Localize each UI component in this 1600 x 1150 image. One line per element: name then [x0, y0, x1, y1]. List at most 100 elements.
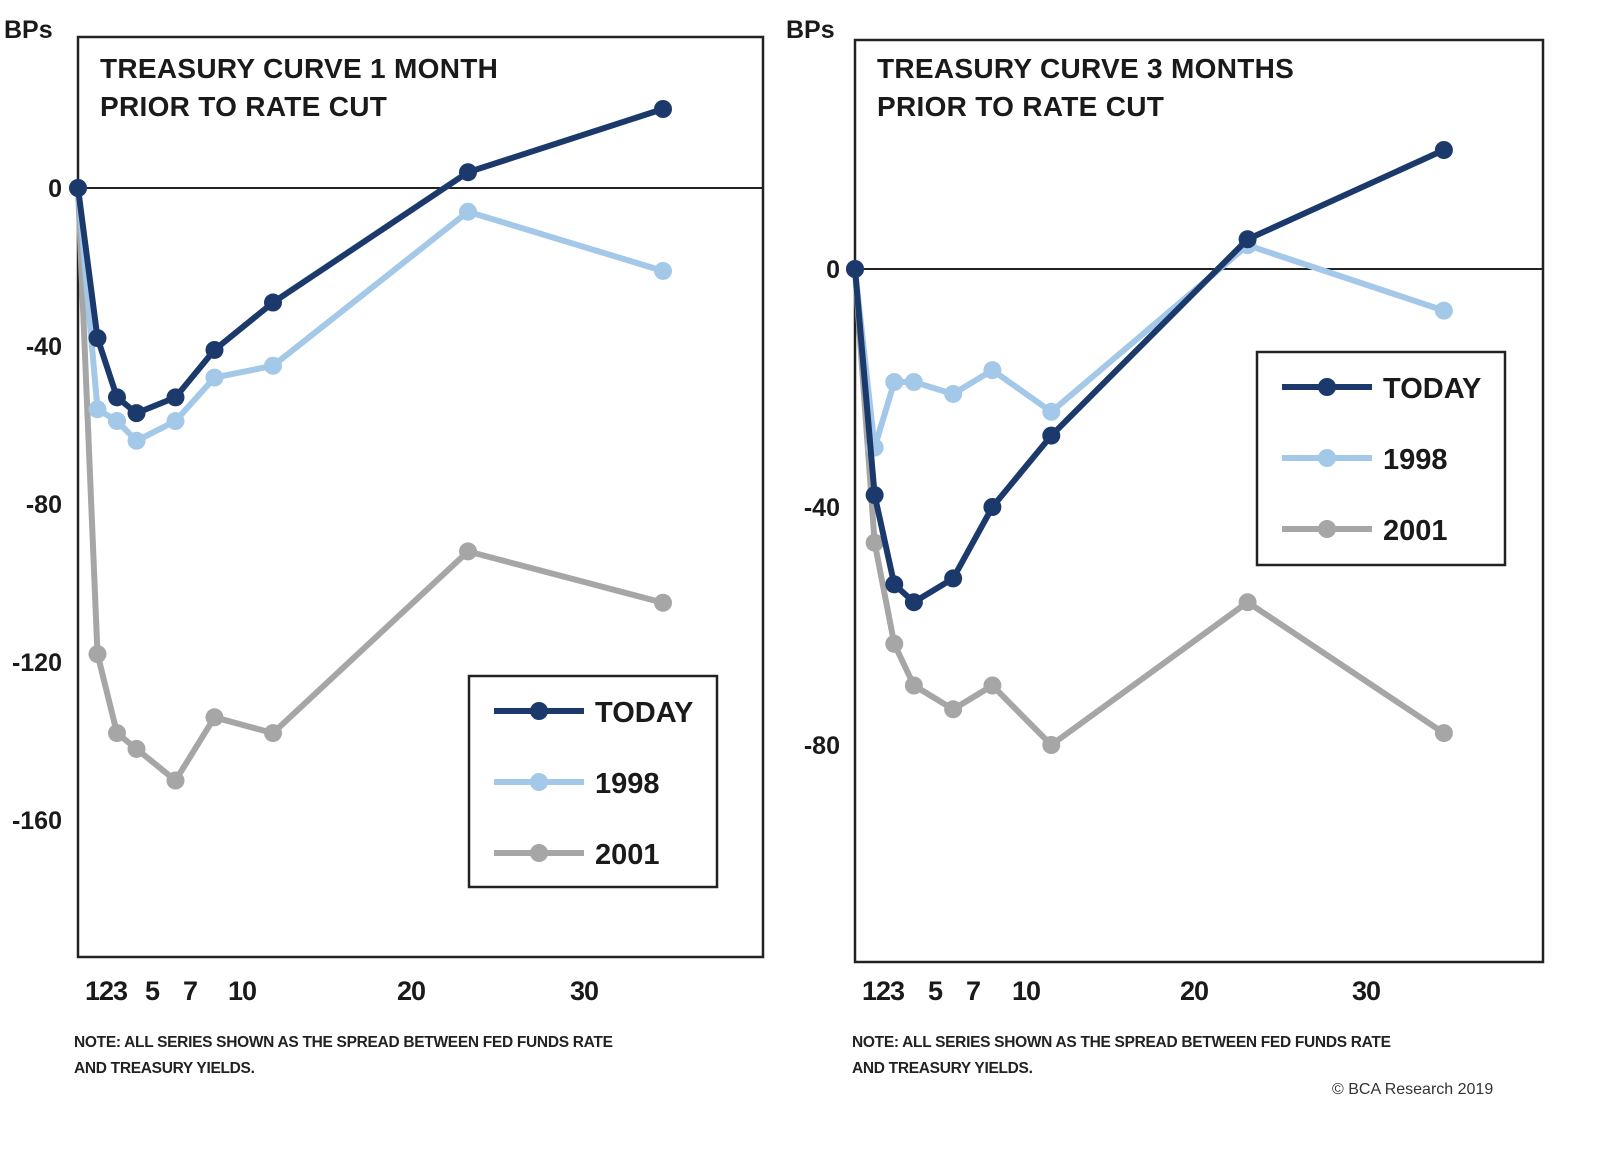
chart-2-series-1998-point: [944, 384, 963, 403]
chart-2-legend-swatch-marker: [1318, 449, 1336, 467]
chart-2-series-2001-point: [1434, 724, 1453, 743]
chart-2-series-2001-point: [1238, 593, 1257, 612]
chart-1-note-line-1: NOTE: ALL SERIES SHOWN AS THE SPREAD BET…: [74, 1034, 613, 1051]
chart-2-xtick-label: 20: [1180, 976, 1208, 1006]
chart-2-series-1998-point: [1434, 301, 1453, 320]
chart-2-legend-swatch-marker: [1318, 378, 1336, 396]
chart-1-ytick-label: 0: [48, 175, 62, 203]
chart-2-ytick-label: -80: [804, 732, 840, 760]
chart-2-series-2001-point: [1042, 736, 1061, 754]
chart-2-legend-item-2001: 2001: [1282, 515, 1448, 547]
chart-2-series-1998-point: [904, 373, 923, 392]
chart-2-series-1998-point: [983, 361, 1002, 380]
chart-2-title-line-1: TREASURY CURVE 3 MONTHS: [877, 53, 1294, 84]
chart-1-series-2001: [69, 179, 672, 790]
chart-1-legend-label: 1998: [595, 768, 660, 800]
chart-2-series-today-point: [983, 498, 1002, 516]
chart-2-ytick-label: 0: [826, 256, 840, 284]
chart-1-series-today-point: [88, 329, 107, 348]
chart-1-series-2001-point: [108, 724, 126, 743]
chart-1-ylabel: BPs: [4, 16, 53, 44]
chart-1-series-today-point: [127, 404, 146, 423]
chart-2-xtick-label: 30: [1352, 976, 1380, 1006]
chart-1-legend-label: 2001: [595, 839, 660, 871]
chart-2-series-today-point: [904, 593, 923, 612]
chart-2-legend-label: 2001: [1383, 515, 1448, 547]
chart-1-ytick-label: -120: [12, 649, 62, 677]
copyright: © BCA Research 2019: [1332, 1081, 1494, 1098]
chart-1-series-1998: [69, 179, 672, 450]
chart-2-legend-label: TODAY: [1383, 373, 1481, 405]
chart-2-legend-item-today: TODAY: [1282, 373, 1481, 405]
chart-2-plot-frame: [853, 38, 1545, 964]
chart-2-series-today-point: [1042, 426, 1061, 445]
chart-1-xtick-label: 30: [570, 976, 598, 1006]
chart-2-xtick-label: 5: [928, 976, 943, 1006]
chart-1-series-today-point: [264, 293, 282, 312]
chart-1-xtick-label: 20: [397, 976, 425, 1006]
chart-1-series-1998-point: [205, 368, 224, 387]
chart-1-xtick-label: 5: [145, 976, 160, 1006]
chart-1-series-today-point: [166, 388, 185, 407]
chart-2-series-1998-point: [1042, 402, 1061, 421]
chart-1-note-line-2: AND TREASURY YIELDS.: [74, 1060, 255, 1077]
chart-2-series-2001-point: [885, 634, 904, 653]
chart-2-series-1998-point: [885, 373, 904, 392]
chart-2-series-today-point: [865, 486, 884, 505]
chart-1-title-line-2: PRIOR TO RATE CUT: [100, 91, 387, 122]
chart-1-xtick-label: 123: [85, 976, 128, 1006]
chart-1-series-today-point: [654, 100, 672, 118]
chart-1-legend-label: TODAY: [595, 697, 693, 729]
chart-2-series-today-point: [944, 569, 963, 588]
chart-1-series-1998-point: [108, 412, 126, 431]
chart-1-legend-item-2001: 2001: [494, 839, 660, 871]
chart-2-series-today-point: [1238, 230, 1257, 249]
chart-1-legend-swatch-marker: [530, 702, 548, 720]
chart-2-xtick-label: 7: [966, 976, 980, 1006]
chart-1-legend-swatch-marker: [530, 773, 548, 791]
chart-2-series-2001-point: [865, 533, 884, 552]
chart-1-series-2001-point: [264, 724, 282, 743]
chart-1-legend: TODAY 1998 2001: [467, 674, 719, 889]
chart-1: BPs TREASURY CURVE 1 MONTH PRIOR TO RATE C…: [4, 16, 765, 1006]
chart-1-legend-item-today: TODAY: [494, 697, 693, 729]
chart-2-legend-swatch-marker: [1318, 520, 1336, 538]
chart-2-series-today: [846, 141, 1453, 612]
chart-2-series-2001-point: [944, 700, 963, 719]
chart-2-series-2001-point: [983, 676, 1002, 695]
chart-2-xtick-label: 123: [862, 976, 905, 1006]
chart-2-series-today-point: [885, 575, 904, 594]
chart-2-title-line-2: PRIOR TO RATE CUT: [877, 91, 1164, 122]
chart-2-series-today-point: [1434, 141, 1453, 159]
chart-2-xtick-label: 10: [1012, 976, 1040, 1006]
chart-2-legend-label: 1998: [1383, 444, 1448, 476]
chart-2-note: NOTE: ALL SERIES SHOWN AS THE SPREAD BET…: [852, 1030, 1391, 1082]
chart-1-series-2001-point: [654, 593, 672, 612]
chart-1-series-2001-point: [88, 645, 107, 664]
chart-1-ytick-label: -160: [12, 807, 62, 835]
chart-1-series-today-point: [205, 340, 224, 359]
chart-1-series-today: [69, 100, 672, 423]
chart-1-series-2001-point: [205, 708, 224, 727]
chart-1-series-1998-point: [127, 431, 146, 450]
chart-1-legend-swatch-marker: [530, 844, 548, 862]
chart-1-series-1998-point: [459, 202, 477, 221]
chart-1-title-line-1: TREASURY CURVE 1 MONTH: [100, 53, 498, 84]
chart-2-series-today-point: [846, 260, 864, 278]
chart-1-series-1998-point: [654, 261, 672, 280]
chart-1-ytick-label: -40: [26, 333, 62, 361]
chart-1-series-2001-point: [127, 739, 146, 758]
chart-1-series-today-point: [108, 388, 126, 407]
chart-2-legend-item-1998: 1998: [1282, 444, 1448, 476]
chart-2-legend: TODAY 1998 2001: [1255, 350, 1507, 567]
chart-2: BPs TREASURY CURVE 3 MONTHS PRIOR TO RATE …: [786, 16, 1545, 1006]
chart-1-series-today-line: [75, 106, 664, 417]
chart-2-ytick-label: -40: [804, 494, 840, 522]
chart-1-series-2001-point: [166, 771, 185, 790]
chart-1-note: NOTE: ALL SERIES SHOWN AS THE SPREAD BET…: [74, 1030, 613, 1082]
chart-2-series-2001-point: [904, 676, 923, 695]
chart-1-legend-item-1998: 1998: [494, 768, 660, 800]
chart-1-ytick-label: -80: [26, 491, 62, 519]
chart-1-series-today-point: [459, 163, 477, 182]
